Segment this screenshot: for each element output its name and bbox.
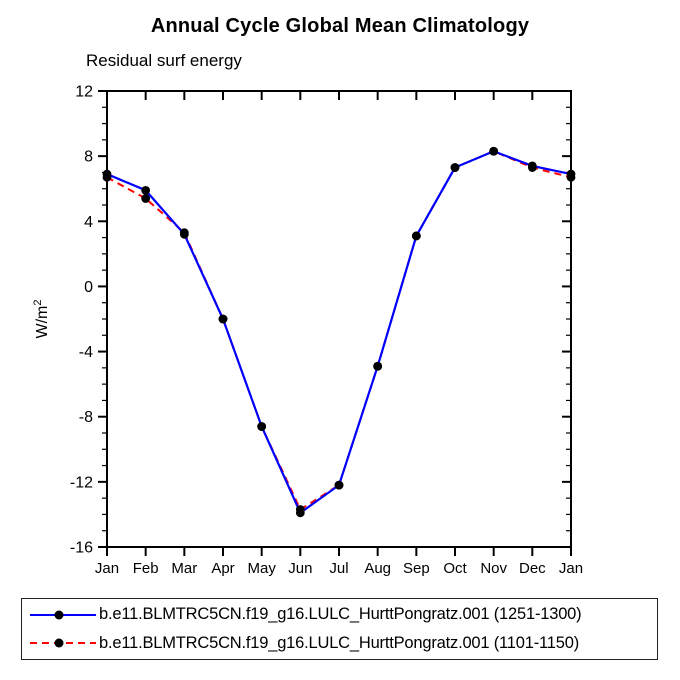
axes (98, 90, 572, 556)
x-axis-tick-label: Sep (403, 560, 430, 577)
y-axis-tick-label: -4 (79, 344, 93, 361)
y-axis-tick-label: -8 (79, 409, 93, 426)
legend-label: b.e11.BLMTRC5CN.f19_g16.LULC_HurttPongra… (99, 633, 580, 652)
x-axis-tick-label: Apr (211, 560, 234, 577)
data-point-marker (141, 185, 151, 195)
x-axis-tick-label: Jul (329, 560, 348, 577)
y-axis-label: W/m2 (32, 300, 51, 339)
x-axis-tick-label: Aug (364, 560, 391, 577)
data-point-marker (373, 361, 383, 371)
series-line-1 (106, 150, 572, 511)
x-axis-tick-label: Mar (171, 560, 197, 577)
data-point-marker (489, 146, 499, 156)
data-point-marker (295, 505, 305, 514)
data-point-marker (450, 163, 460, 172)
y-axis-tick-label: -12 (70, 474, 93, 491)
data-point-marker (179, 228, 189, 238)
data-point-marker (527, 163, 537, 172)
chart-title: Annual Cycle Global Mean Climatology (150, 15, 530, 37)
y-axis-tick-label: 4 (84, 214, 93, 231)
x-axis-tick-label: Dec (519, 560, 546, 577)
y-axis-tick-label: 0 (84, 279, 93, 296)
legend: b.e11.BLMTRC5CN.f19_g16.LULC_HurttPongra… (21, 598, 658, 660)
data-point-marker (102, 172, 112, 182)
x-axis-tick-label: Nov (480, 560, 507, 577)
data-point-marker (411, 231, 421, 241)
y-axis-tick-label: 8 (84, 149, 93, 166)
x-axis-tick-label: Jan (559, 560, 583, 577)
x-axis-tick-label: May (247, 560, 276, 577)
x-axis-tick-label: Feb (133, 560, 159, 577)
legend-item-1: b.e11.BLMTRC5CN.f19_g16.LULC_HurttPongra… (29, 630, 657, 656)
legend-label: b.e11.BLMTRC5CN.f19_g16.LULC_HurttPongra… (99, 605, 582, 624)
legend-marker-icon (54, 638, 64, 648)
data-point-marker (257, 422, 267, 431)
data-point-marker (141, 194, 151, 203)
x-axis-tick-label: Jan (95, 560, 119, 577)
chart-subtitle: Residual surf energy (86, 51, 242, 70)
data-point-marker (566, 172, 576, 182)
legend-marker-icon (54, 610, 64, 620)
data-point-marker (334, 480, 344, 490)
plot-border (106, 90, 572, 548)
x-axis-tick-label: Oct (443, 560, 467, 577)
legend-item-0: b.e11.BLMTRC5CN.f19_g16.LULC_HurttPongra… (29, 602, 657, 628)
x-axis-tick-label: Jun (288, 560, 312, 577)
legend-line-sample (30, 638, 96, 648)
y-axis-tick-label: 12 (75, 84, 93, 101)
data-point-marker (218, 314, 228, 324)
y-axis-tick-label: -16 (70, 540, 93, 557)
series-line-0 (106, 150, 572, 515)
legend-line-sample (30, 610, 96, 620)
